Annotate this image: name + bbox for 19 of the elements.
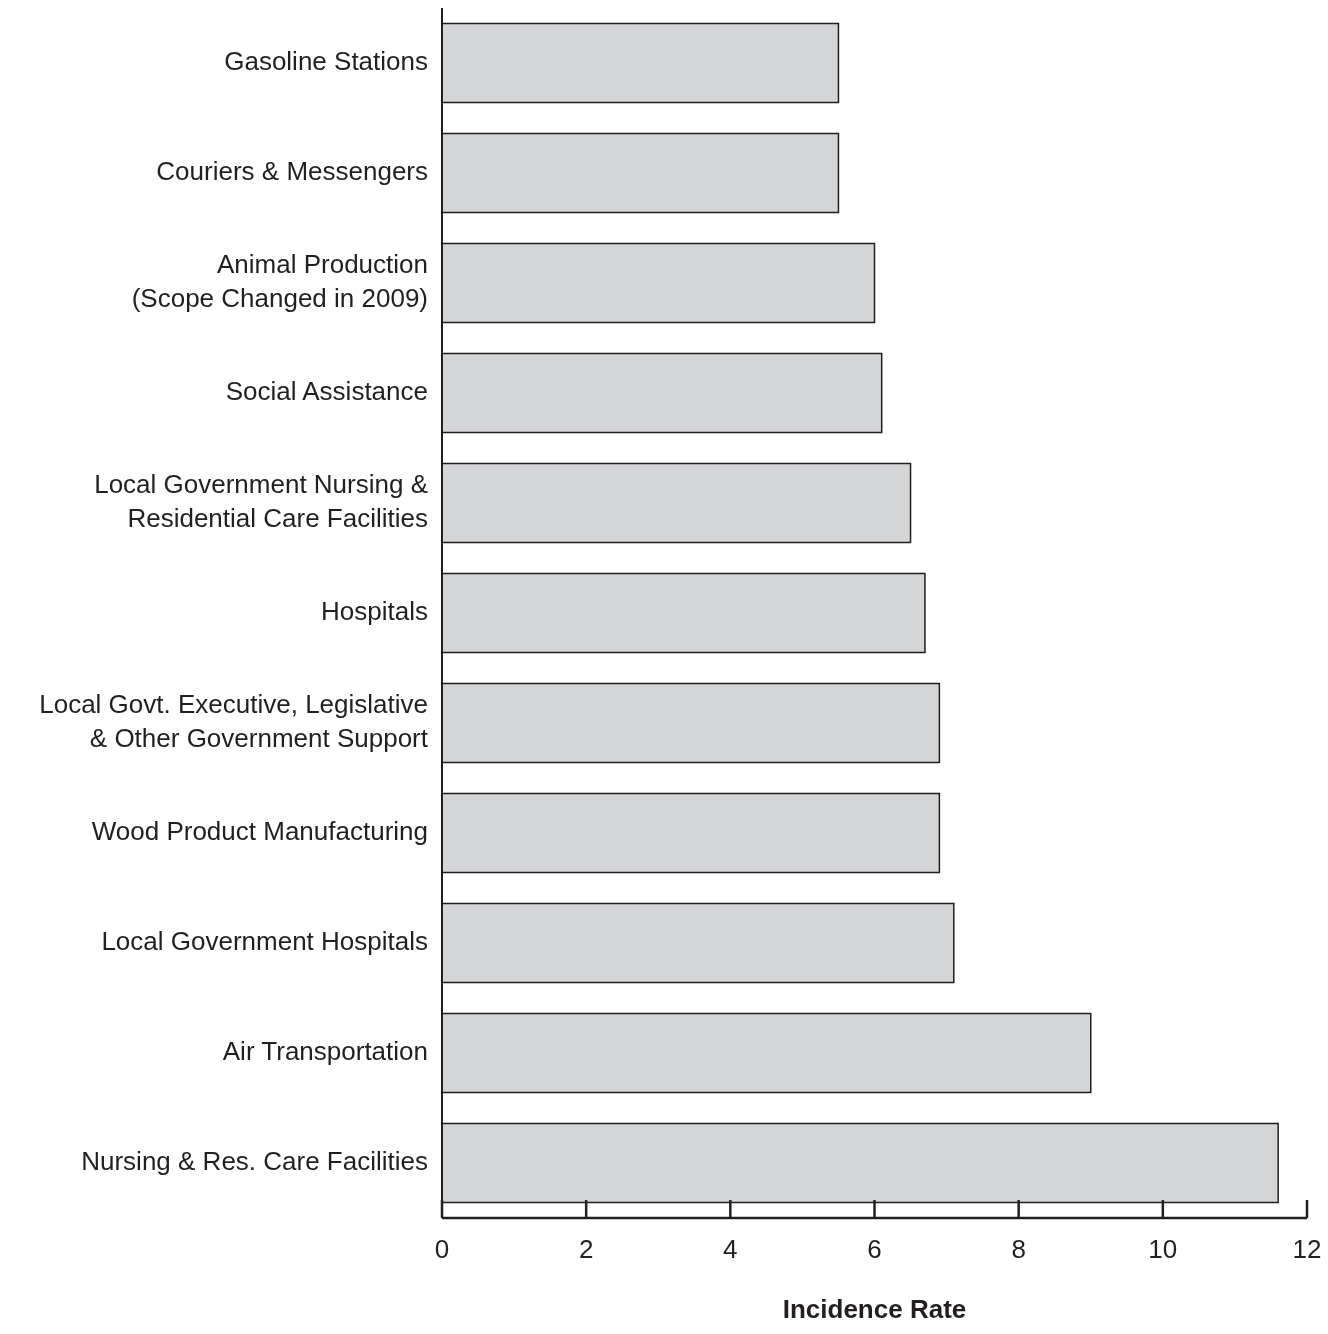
y-tick-label: Social Assistance (225, 375, 428, 406)
y-tick-label: Gasoline Stations (224, 45, 428, 76)
y-tick-label: Wood Product Manufacturing (91, 815, 428, 846)
y-tick-label: Local Government Hospitals (101, 925, 428, 956)
x-tick-label: 6 (867, 1234, 882, 1265)
x-tick-label: 10 (1148, 1234, 1178, 1265)
y-tick-label: Air Transportation (222, 1035, 428, 1066)
y-tick-label: Nursing & Res. Care Facilities (81, 1145, 428, 1176)
x-tick-label: 0 (434, 1234, 450, 1265)
y-tick-label: Hospitals (321, 595, 428, 626)
x-tick-label: 2 (578, 1234, 594, 1265)
y-tick-label: Local Government Nursing & Residential Care Facilities (94, 468, 428, 533)
y-tick-label: Local Govt. Executive, Legislative & Other Government Support (39, 688, 429, 753)
y-tick-label: Couriers & Messengers (156, 155, 428, 186)
x-tick-label: 8 (1011, 1234, 1026, 1265)
x-axis-title: Incidence Rate (782, 1294, 967, 1324)
y-tick-label: Animal Production (Scope Changed in 2009) (131, 248, 428, 313)
x-tick-label: 4 (723, 1234, 738, 1265)
x-tick-label: 12 (1292, 1234, 1322, 1265)
